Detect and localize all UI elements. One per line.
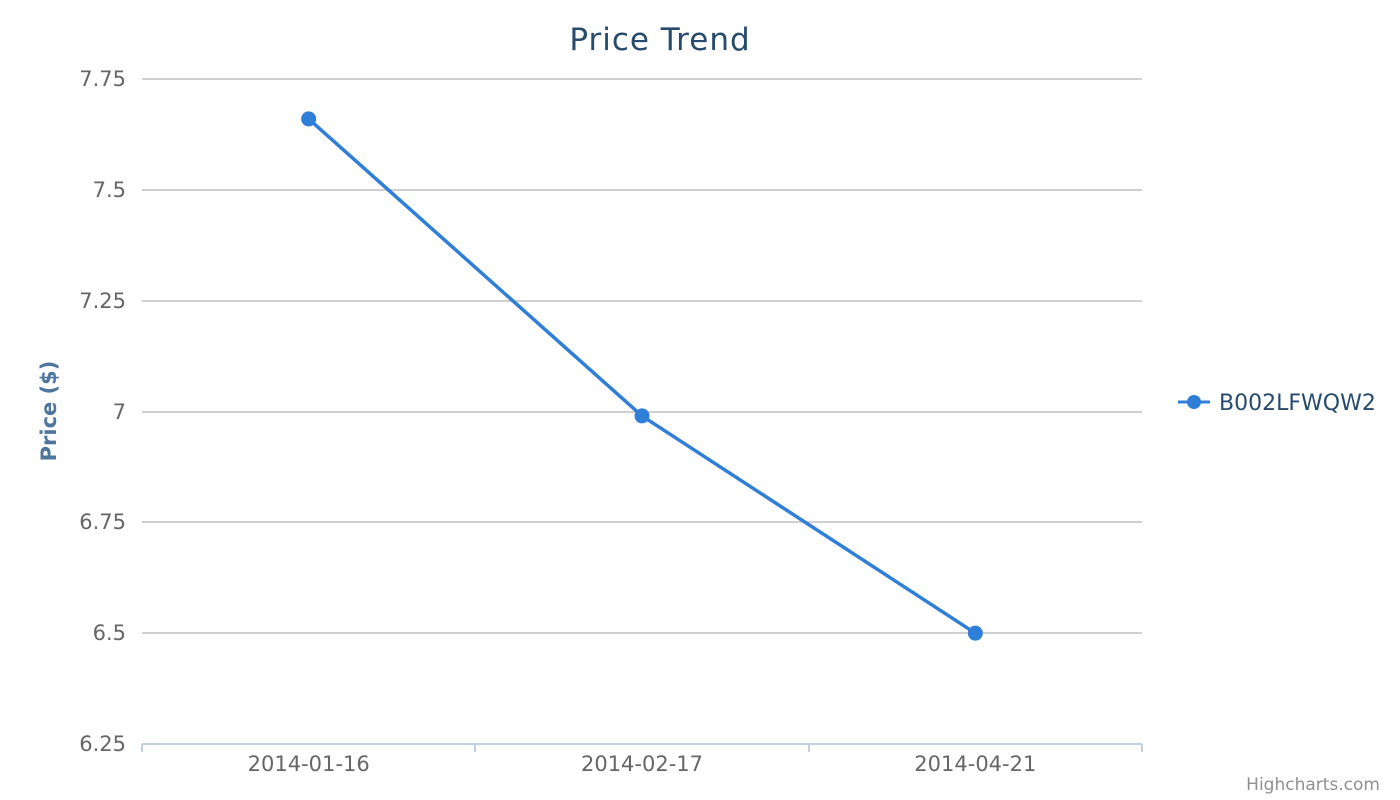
- legend-marker-icon: [1187, 395, 1201, 409]
- legend-label: B002LFWQW2: [1219, 391, 1376, 416]
- x-tick-label: 2014-04-21: [914, 752, 1036, 776]
- y-tick-label: 6.75: [79, 510, 126, 534]
- y-tick-label: 7.25: [79, 289, 126, 313]
- data-point-marker[interactable]: [301, 111, 317, 127]
- legend[interactable]: B002LFWQW2: [1178, 391, 1376, 416]
- grid-lines: [142, 78, 1142, 634]
- data-point-marker[interactable]: [967, 625, 983, 641]
- y-axis-title: Price ($): [37, 361, 61, 462]
- x-tick-label: 2014-01-16: [248, 752, 370, 776]
- data-point-marker[interactable]: [634, 408, 650, 424]
- y-tick-label: 7: [113, 400, 126, 424]
- x-tick-label: 2014-02-17: [581, 752, 703, 776]
- y-tick-label: 6.5: [93, 621, 126, 645]
- y-tick-label: 6.25: [79, 732, 126, 756]
- y-tick-label: 7.5: [93, 178, 126, 202]
- series-line: [306, 117, 978, 635]
- y-tick-label: 7.75: [79, 67, 126, 91]
- chart-title: Price Trend: [569, 22, 750, 58]
- credits-link[interactable]: Highcharts.com: [1246, 775, 1380, 795]
- x-axis: 2014-01-16 2014-02-17 2014-04-21: [141, 743, 1143, 776]
- series-group: [301, 111, 983, 641]
- y-axis: 7.75 7.5 7.25 7 6.75 6.5 6.25: [79, 67, 126, 756]
